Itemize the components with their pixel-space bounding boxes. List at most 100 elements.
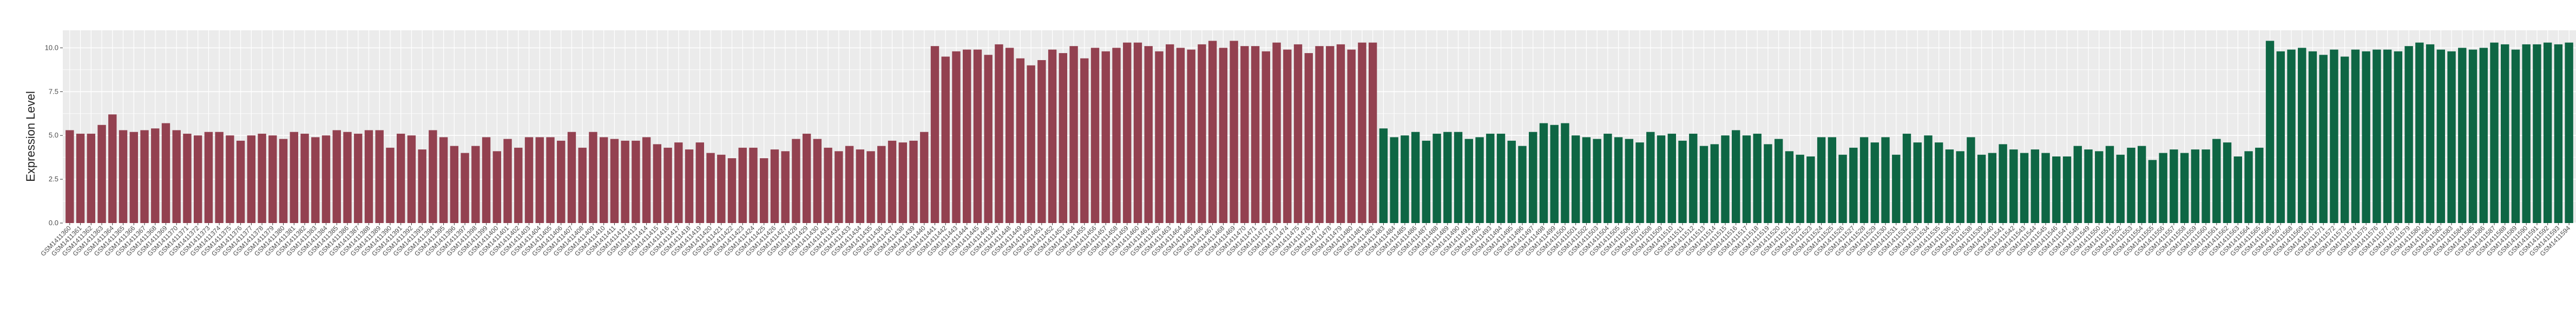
bar [2415,42,2424,224]
bar [1144,46,1153,223]
bar [930,46,939,223]
bar [1945,149,1954,223]
bar [236,140,245,223]
bar [226,135,234,223]
bar [1059,53,1068,223]
bar [567,132,576,223]
bar [1838,154,1847,223]
bar [781,151,790,223]
bar [2223,142,2232,223]
bar [834,151,843,223]
bar [1251,46,1260,223]
bar [503,139,512,223]
bar [471,146,480,223]
bar [1336,44,1345,223]
bar [2191,149,2200,223]
bar [2533,44,2541,223]
bar [1732,130,1740,223]
bar [1614,137,1623,223]
bar [1817,137,1826,223]
bar [1037,60,1046,224]
bar [1956,151,1964,223]
bar [1721,135,1730,223]
bar [1475,137,1484,223]
bar [1529,132,1537,223]
bar [1507,140,1516,223]
bar [194,135,202,223]
bar [1422,140,1431,223]
bar [1849,147,1858,223]
bar [2116,154,2125,223]
bar [2137,146,2146,223]
bar [65,130,74,223]
bar [1219,48,1228,224]
bar [1935,142,1943,223]
bar [2255,147,2264,223]
bar [2127,147,2135,223]
bar [770,149,779,223]
bar [1710,144,1719,223]
bar [1988,153,1997,223]
bar [973,49,982,223]
bar [1550,125,1559,223]
bar [407,135,416,223]
bar [1443,132,1452,223]
bar [1881,137,1890,223]
bar [204,132,213,223]
bar [856,149,865,223]
bar [706,153,715,223]
bar [1133,42,1142,224]
y-tick-label: 10.0 [45,43,58,51]
bar [1048,49,1057,223]
bar [1187,49,1195,223]
bar [2287,49,2296,223]
bar [1155,51,1164,223]
bar [2233,156,2242,223]
bar [2436,49,2445,223]
bar [1646,132,1655,223]
bar [2543,42,2552,224]
bar [2095,151,2104,223]
bar [2105,146,2114,223]
bar [1198,44,1206,223]
bar [2490,42,2499,224]
bar [2565,42,2573,224]
bar [1785,151,1794,223]
bar [760,158,768,223]
bar [1261,51,1271,223]
bar [2062,156,2072,223]
bar [418,149,426,223]
y-tick-label: 2.5 [49,175,58,183]
bar [1304,53,1313,223]
bar [898,142,907,223]
bar [364,130,373,223]
bar [439,137,448,223]
bar [108,114,117,223]
bar [1828,137,1837,223]
bar [2501,44,2509,223]
bar [1667,133,1676,223]
bars [65,41,2573,224]
bar [183,133,192,223]
bar [1208,41,1217,224]
bar [215,132,224,223]
bar [2351,49,2360,223]
bar [321,135,331,223]
x-axis-labels: GSM1411360GSM1411361GSM1411362GSM1411363… [39,223,2572,258]
bar [738,147,747,223]
bar [2373,49,2381,223]
bar [589,132,597,223]
bar [461,153,469,223]
bar [2265,41,2275,224]
bar [1657,135,1666,223]
bar [642,137,651,223]
bar [685,149,694,223]
bar [1166,44,1174,223]
bar [2009,149,2018,223]
bar [1593,139,1601,223]
bar [1390,137,1398,223]
bar [2073,146,2082,223]
bar [140,130,149,223]
bar [311,137,320,223]
bar [161,123,170,223]
